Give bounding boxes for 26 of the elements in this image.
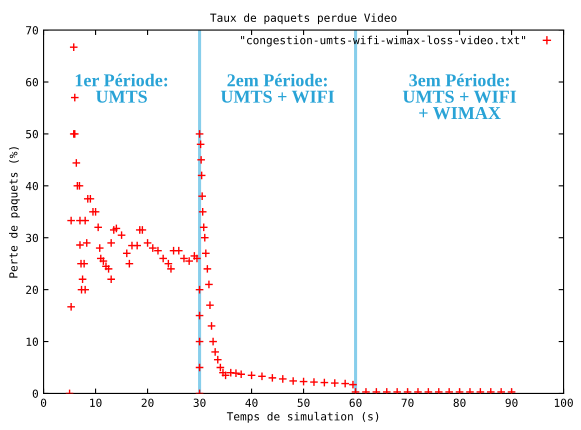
y-tick-label: 60 xyxy=(26,78,38,86)
legend-label: "congestion-umts-wifi-wimax-loss-video.txt" xyxy=(241,36,526,47)
x-tick-label: 60 xyxy=(350,398,362,407)
y-tick-label: 10 xyxy=(26,338,38,346)
x-tick-label: 40 xyxy=(245,398,258,407)
x-tick-label: 20 xyxy=(142,398,154,407)
y-axis-title: Perte de paquets (%) xyxy=(9,147,20,278)
x-tick-label: 70 xyxy=(402,398,414,407)
x-axis-title: Temps de simulation (s) xyxy=(226,412,378,423)
x-tick-label: 0 xyxy=(40,398,46,407)
annotation: 3em Période: UMTS + WIFI + WIMAX xyxy=(402,74,516,120)
annotation: 2em Période: UMTS + WIFI xyxy=(220,74,334,103)
x-tick-label: 50 xyxy=(298,398,310,407)
y-tick-label: 70 xyxy=(26,26,38,35)
chart-title: Taux de paquets perdue Video xyxy=(210,13,396,24)
x-tick-label: 90 xyxy=(506,398,518,407)
annotation: 1er Période: UMTS xyxy=(76,74,168,103)
x-tick-label: 80 xyxy=(454,398,466,407)
y-tick-label: 40 xyxy=(26,182,38,190)
y-tick-label: 50 xyxy=(26,130,38,138)
x-tick-label: 100 xyxy=(554,398,573,407)
x-tick-label: 30 xyxy=(194,398,206,407)
y-tick-label: 0 xyxy=(32,389,38,398)
y-tick-label: 20 xyxy=(26,286,38,294)
y-tick-label: 30 xyxy=(26,234,38,242)
x-tick-label: 10 xyxy=(90,398,102,407)
